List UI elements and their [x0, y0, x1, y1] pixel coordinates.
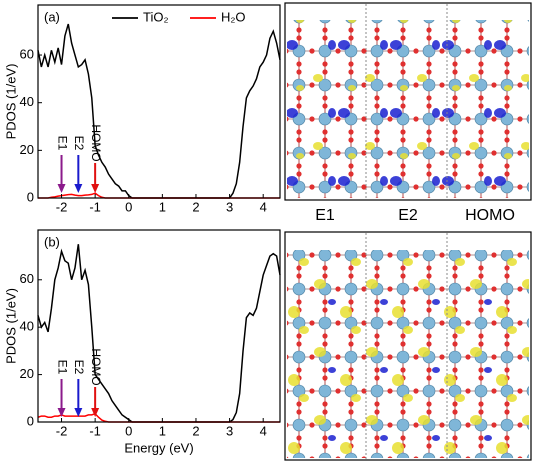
legend-label: H₂O: [221, 9, 246, 24]
y-tick-label: 60: [20, 271, 34, 286]
legend-label: TiO₂: [143, 9, 169, 24]
x-tick-label: 3: [226, 199, 233, 214]
x-tick-label: 1: [159, 423, 166, 438]
x-tick-label: 1: [159, 199, 166, 214]
x-tick-label: -1: [89, 423, 101, 438]
y-tick-label: 60: [20, 46, 34, 61]
plot-frame: [37, 229, 281, 423]
x-axis-label: Energy (eV): [124, 440, 193, 455]
annotation: E1: [55, 136, 69, 151]
structure-bottom: [284, 231, 532, 461]
annotation: E2: [72, 360, 86, 375]
y-tick-label: 40: [20, 94, 34, 109]
structure-label: E1: [315, 207, 335, 224]
plot-frame: [37, 4, 281, 199]
series-line: [37, 412, 280, 423]
y-tick-label: 20: [20, 366, 34, 381]
structure-label: E2: [398, 207, 418, 224]
x-tick-label: 3: [226, 423, 233, 438]
annotation: E1: [55, 360, 69, 375]
panel-label: (b): [44, 234, 60, 249]
y-tick-label: 0: [27, 189, 34, 204]
y-tick-label: 40: [20, 319, 34, 334]
series-line: [37, 244, 281, 423]
structure-label: HOMO: [465, 207, 515, 224]
annotation-arrowhead: [57, 408, 66, 417]
annotation: HOMO: [89, 124, 103, 161]
y-axis-label: PDOS (1/eV): [3, 64, 18, 140]
annotation: HOMO: [89, 348, 103, 385]
x-tick-label: 4: [260, 423, 267, 438]
annotation: E2: [72, 136, 86, 151]
annotation-arrowhead: [74, 408, 83, 417]
panel-label: (a): [44, 9, 60, 24]
annotation-arrowhead: [91, 408, 100, 417]
x-tick-label: 4: [260, 199, 267, 214]
x-tick-label: 0: [125, 199, 132, 214]
x-tick-label: 0: [125, 423, 132, 438]
annotation-arrowhead: [91, 184, 100, 193]
series-line: [38, 192, 280, 199]
x-tick-label: -2: [56, 199, 68, 214]
x-tick-label: 2: [192, 423, 199, 438]
structure-top: [284, 2, 532, 201]
annotation-arrowhead: [57, 184, 66, 193]
y-axis-label: PDOS (1/eV): [3, 288, 18, 364]
x-tick-label: -2: [56, 423, 68, 438]
y-tick-label: 20: [20, 142, 34, 157]
y-tick-label: 0: [27, 413, 34, 428]
annotation-arrowhead: [74, 184, 83, 193]
x-tick-label: 2: [192, 199, 199, 214]
series-line: [37, 23, 281, 199]
x-tick-label: -1: [89, 199, 101, 214]
